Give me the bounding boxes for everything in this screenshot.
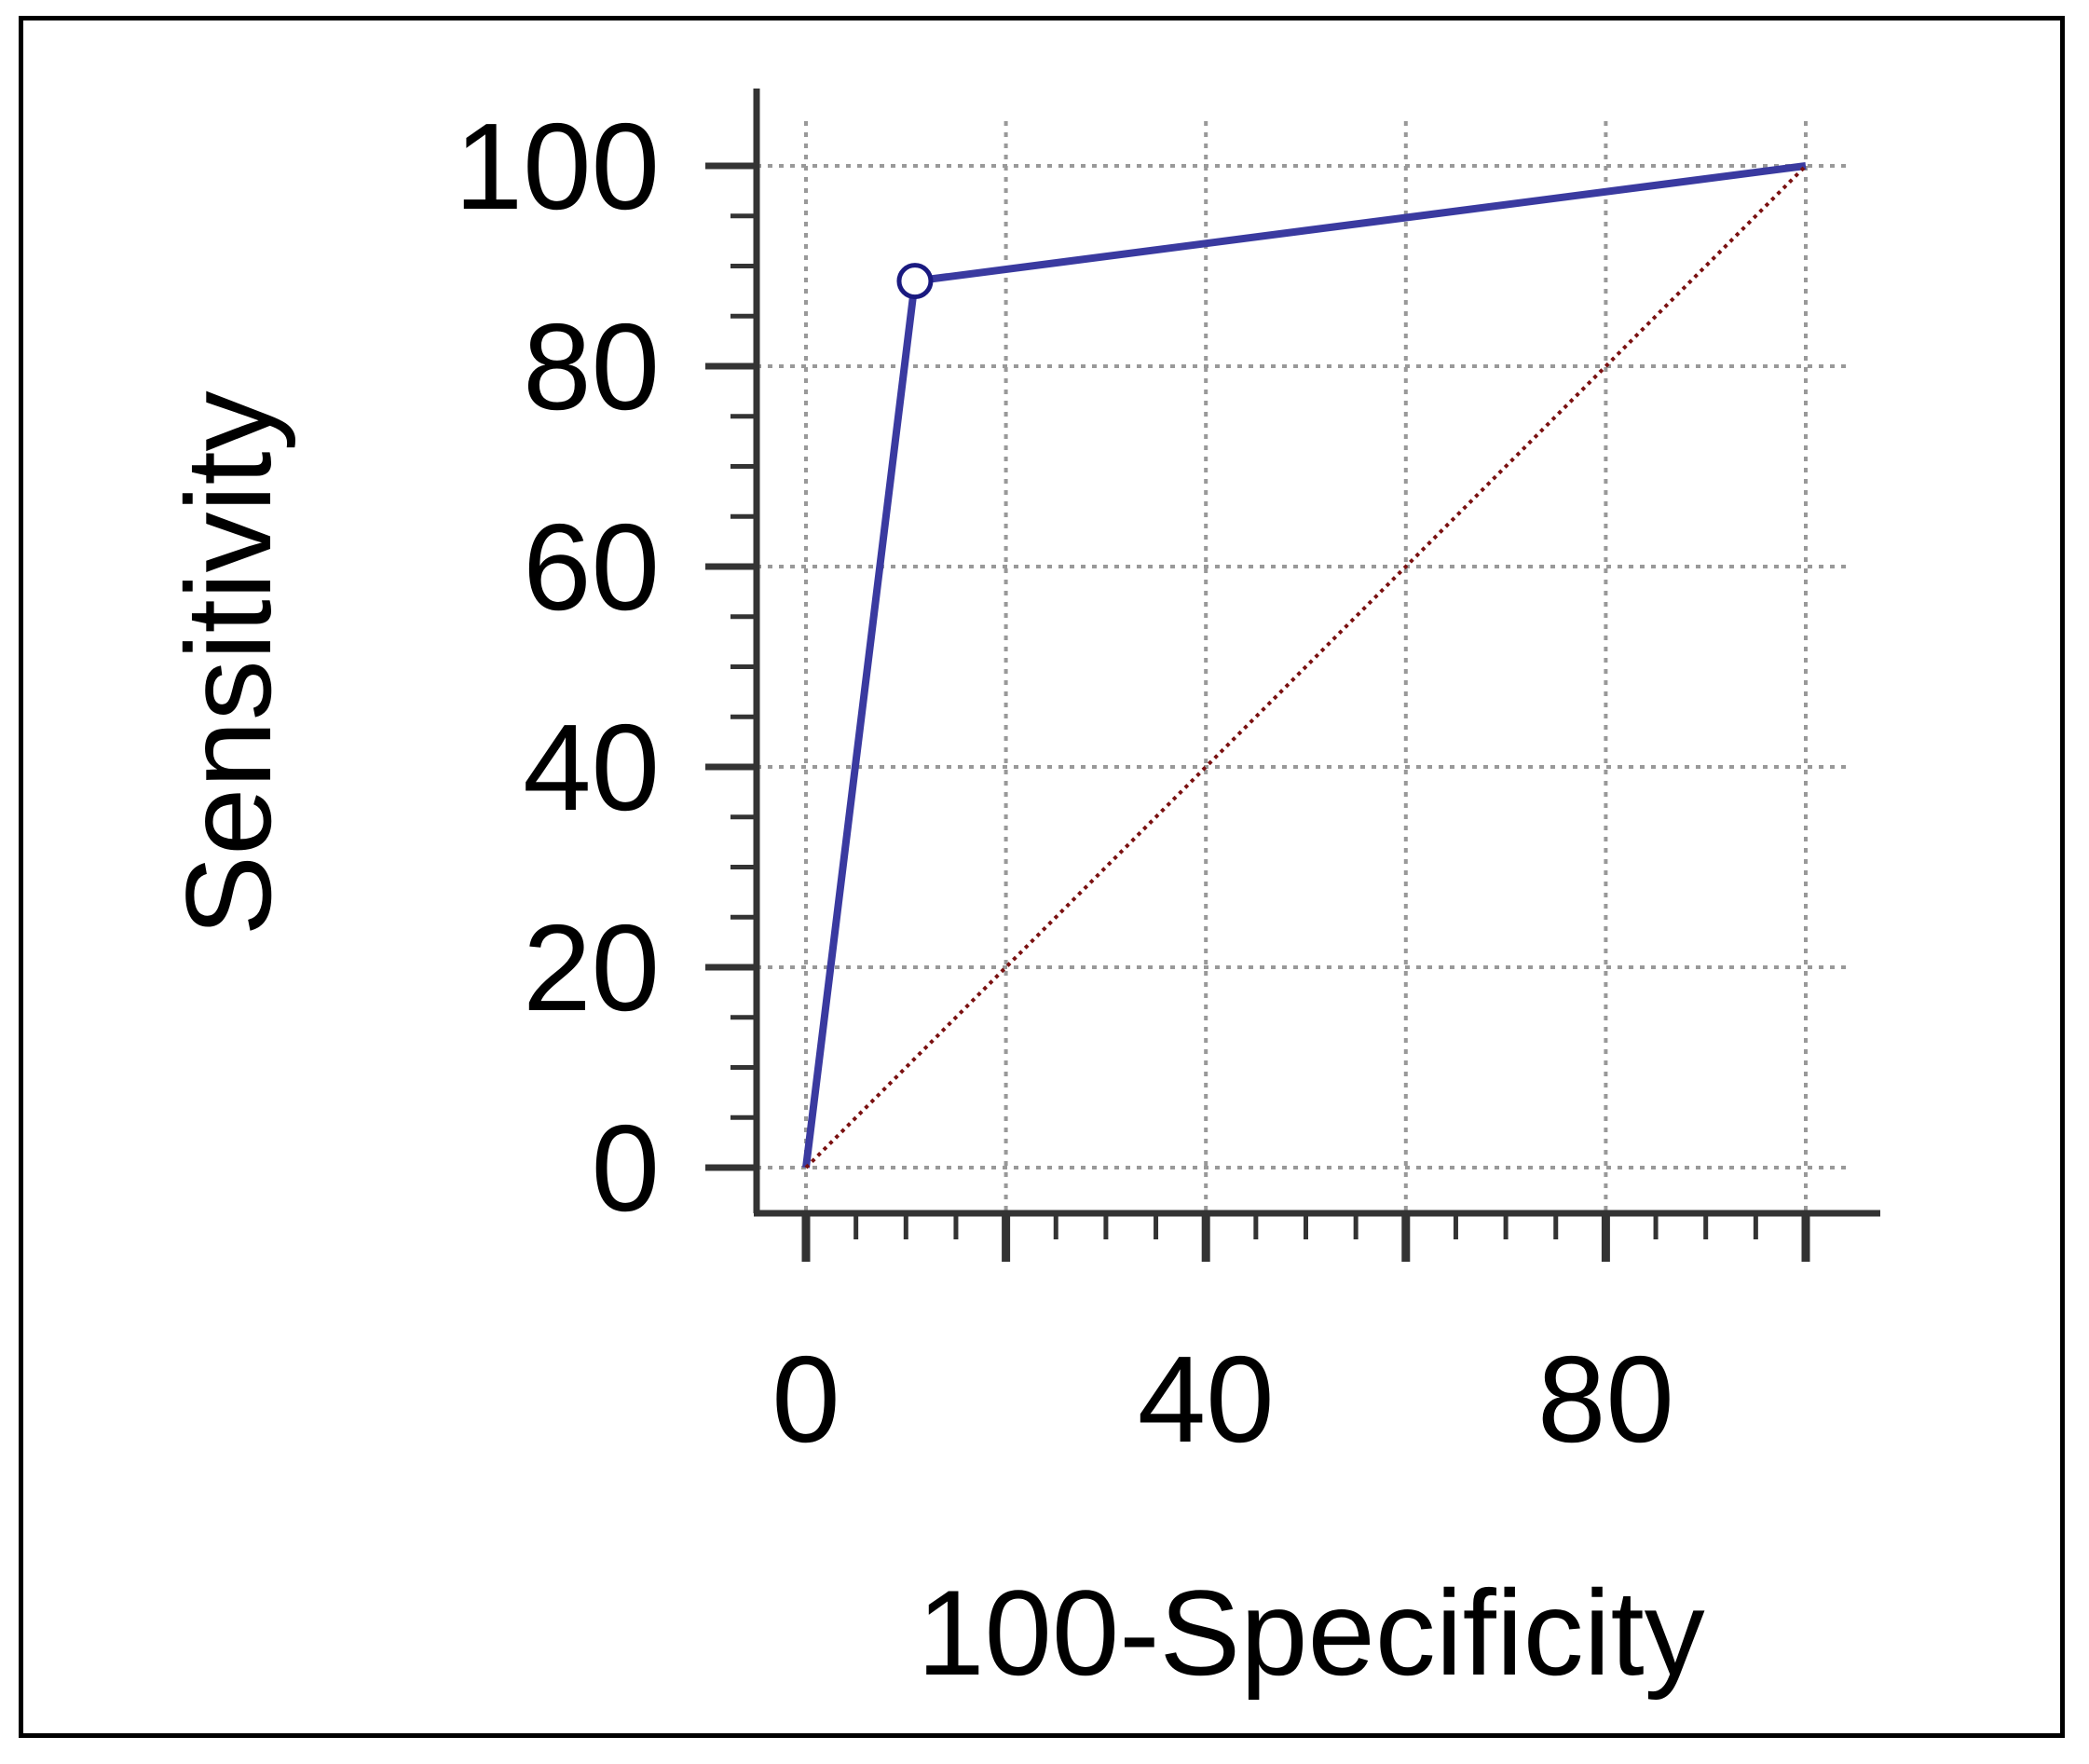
y-axis-title: Sensitivity bbox=[160, 390, 296, 936]
axes bbox=[705, 89, 1880, 1262]
chart-frame bbox=[19, 16, 2065, 1738]
x-tick-label-80: 80 bbox=[1537, 1331, 1674, 1468]
reference-diagonal-line bbox=[804, 164, 1808, 1169]
x-axis-title: 100-Specificity bbox=[917, 1565, 1704, 1701]
series-layer bbox=[802, 162, 1808, 1169]
tick-labels: 0 20 40 60 80 100 0 40 80 bbox=[455, 98, 1674, 1468]
y-tick-label-0: 0 bbox=[592, 1100, 660, 1237]
y-tick-label-40: 40 bbox=[523, 699, 660, 836]
grid-lines bbox=[757, 121, 1850, 1213]
x-tick-label-0: 0 bbox=[771, 1331, 840, 1468]
y-tick-label-60: 60 bbox=[523, 499, 660, 636]
y-tick-label-80: 80 bbox=[523, 298, 660, 435]
y-tick-label-20: 20 bbox=[523, 899, 660, 1036]
operating-point-marker bbox=[896, 263, 934, 300]
x-tick-label-40: 40 bbox=[1138, 1331, 1275, 1468]
y-tick-label-100: 100 bbox=[455, 98, 660, 235]
